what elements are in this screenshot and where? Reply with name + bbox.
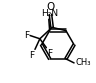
Text: H₂N: H₂N [41, 9, 58, 18]
Text: O: O [46, 2, 55, 12]
Text: CH₃: CH₃ [75, 58, 91, 67]
Text: F: F [47, 49, 52, 58]
Text: F: F [29, 51, 34, 60]
Text: F: F [24, 31, 29, 40]
